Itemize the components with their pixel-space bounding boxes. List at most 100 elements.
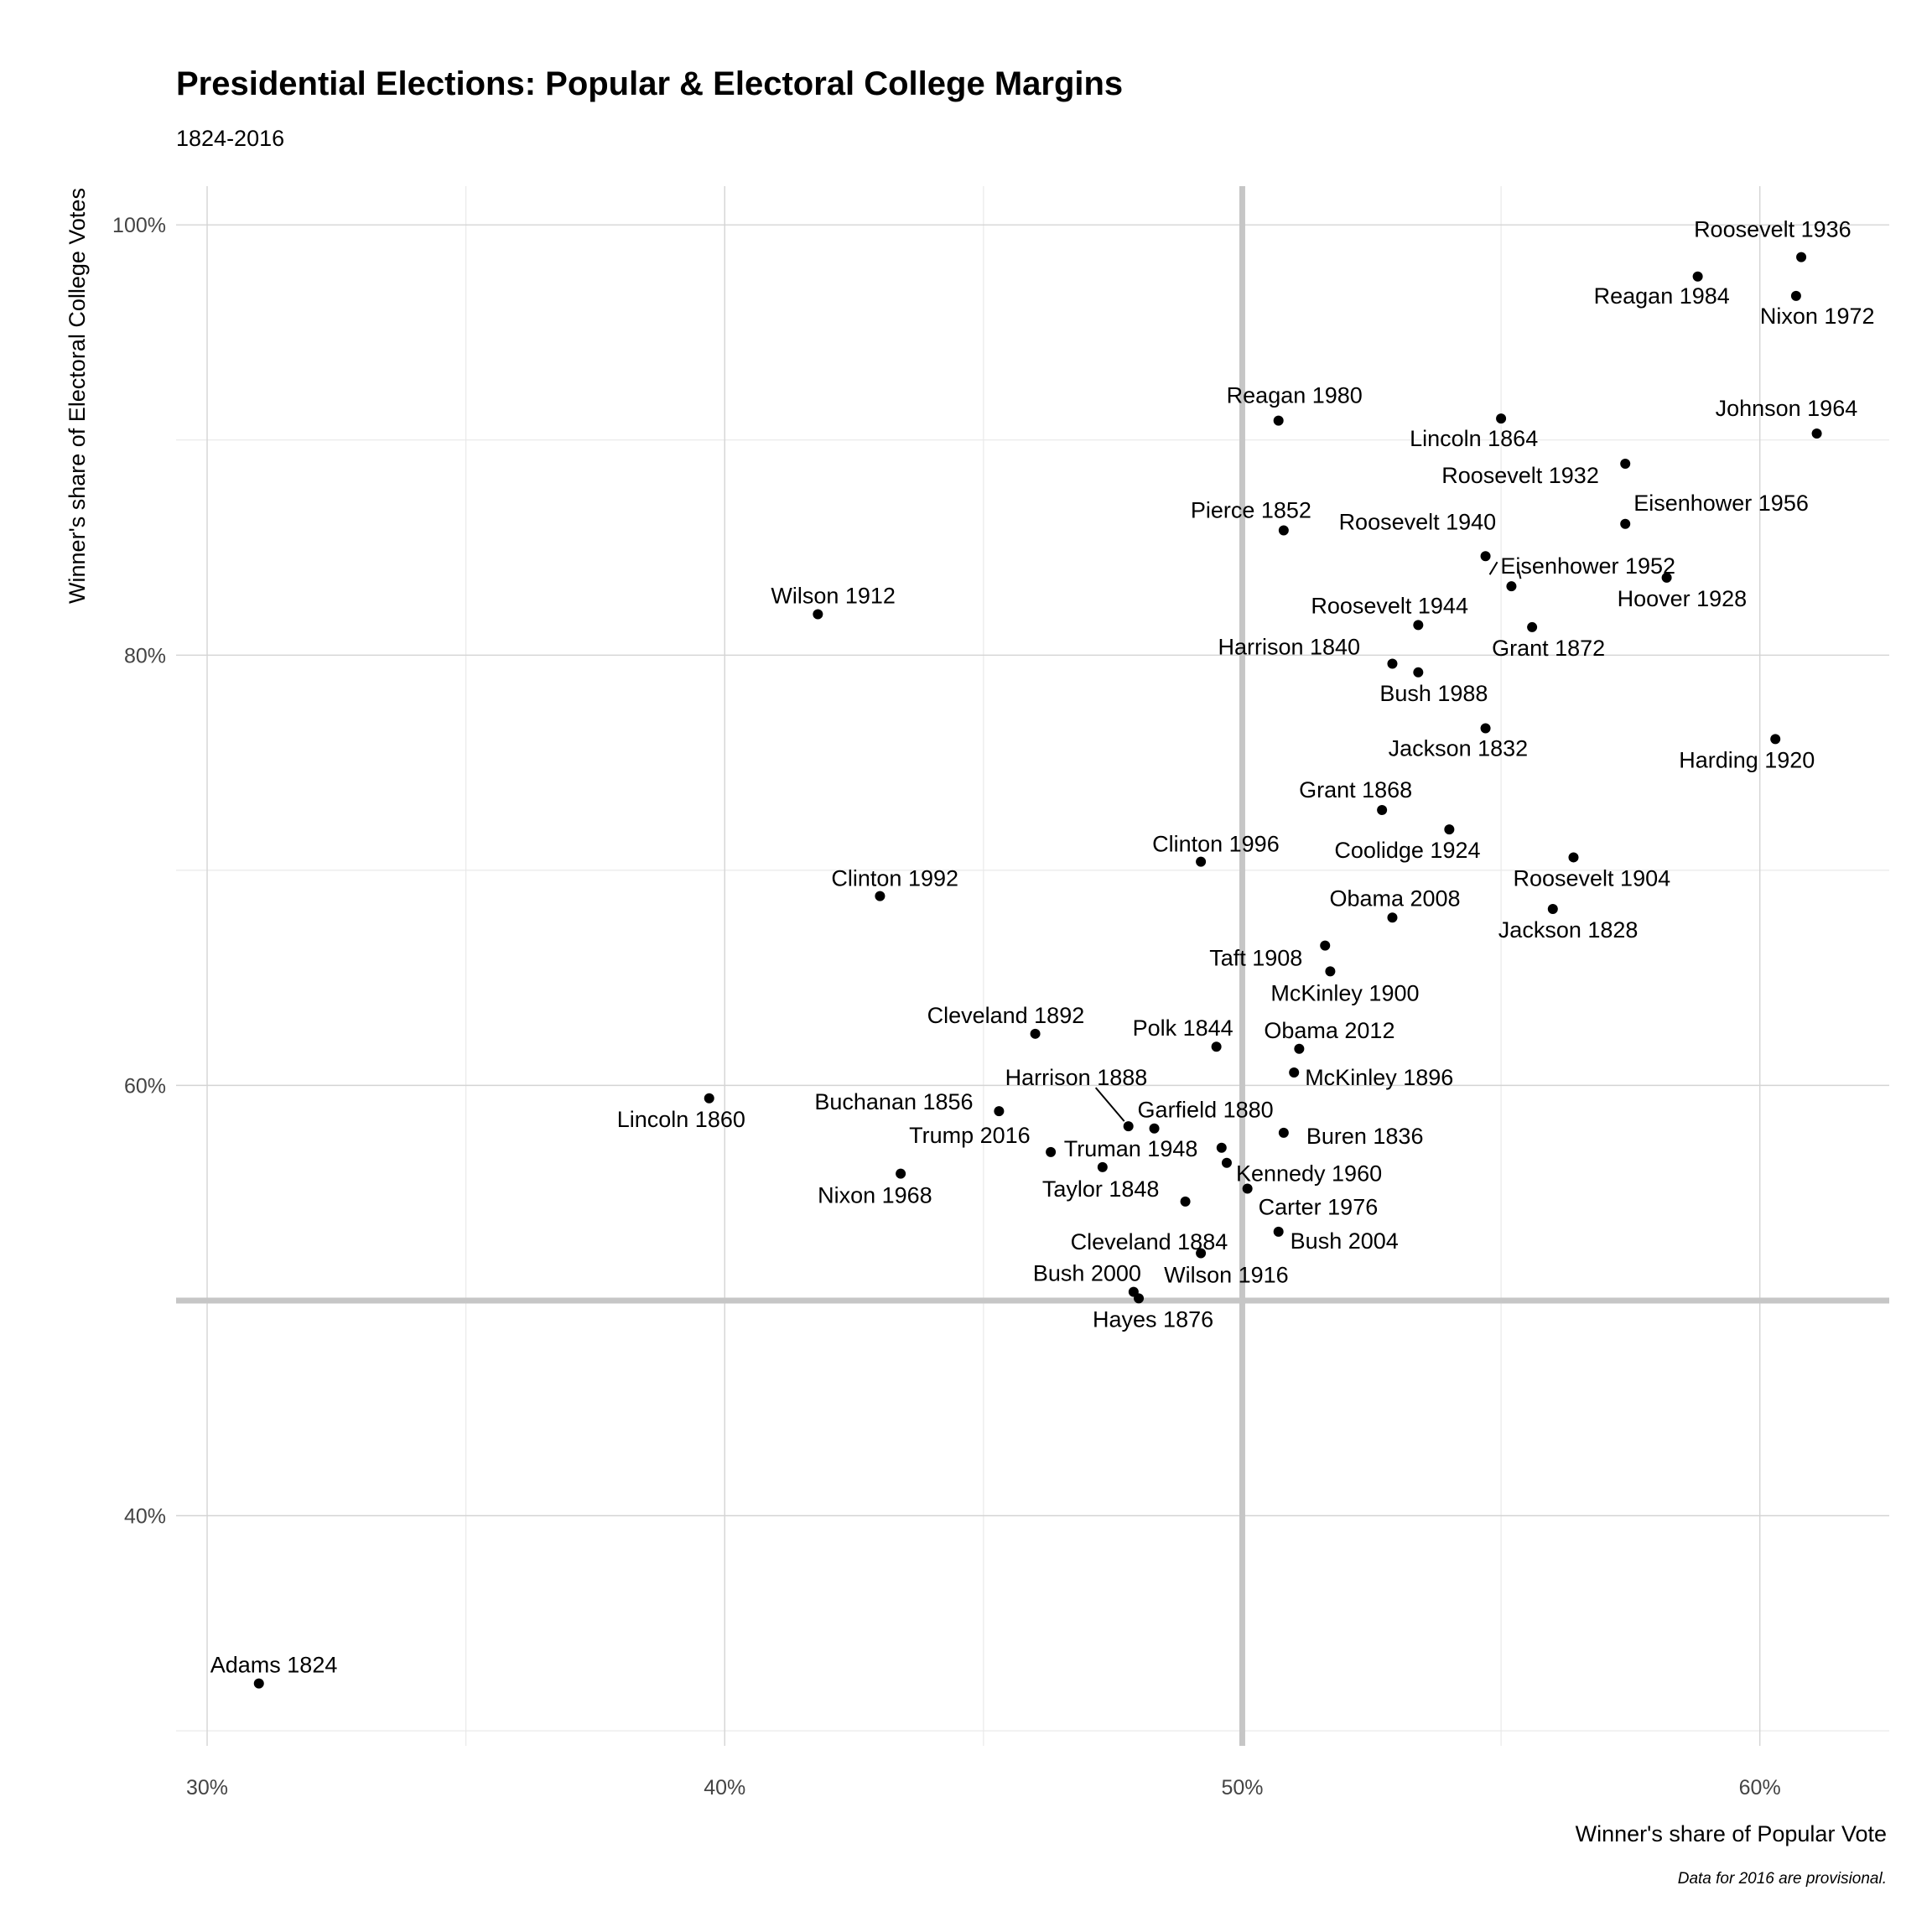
point-label-roosevelt-1936: Roosevelt 1936 — [1694, 217, 1852, 242]
point-trump-2016 — [1046, 1146, 1057, 1157]
point-label-harrison-1840: Harrison 1840 — [1218, 635, 1360, 660]
point-roosevelt-1940 — [1480, 551, 1491, 562]
chart-subtitle: 1824-2016 — [176, 126, 284, 151]
point-jackson-1832 — [1480, 723, 1491, 734]
point-johnson-1964 — [1811, 428, 1822, 439]
point-label-lincoln-1860: Lincoln 1860 — [617, 1107, 745, 1132]
point-harrison-1840 — [1387, 658, 1398, 669]
point-pierce-1852 — [1278, 525, 1289, 536]
point-label-harding-1920: Harding 1920 — [1679, 747, 1815, 772]
point-label-truman-1948: Truman 1948 — [1064, 1136, 1198, 1161]
point-label-pierce-1852: Pierce 1852 — [1191, 497, 1311, 522]
leader-line-roosevelt-1940 — [1488, 561, 1498, 575]
point-label-roosevelt-1944: Roosevelt 1944 — [1311, 593, 1468, 618]
y-tick-label: 60% — [124, 1074, 166, 1098]
leader-line-eisenhower-1952 — [1517, 568, 1522, 579]
point-label-mckinley-1896: McKinley 1896 — [1305, 1065, 1453, 1090]
x-axis-tick-labels: 30% 40% 50% 60% — [186, 1776, 1781, 1800]
chart-caption: Data for 2016 are provisional. — [1678, 1870, 1887, 1888]
point-label-jackson-1828: Jackson 1828 — [1498, 917, 1639, 943]
point-label-wilson-1916: Wilson 1916 — [1164, 1262, 1289, 1287]
y-tick-label: 100% — [112, 214, 166, 237]
point-lincoln-1864 — [1496, 413, 1507, 424]
point-roosevelt-1932 — [1620, 458, 1631, 469]
point-harding-1920 — [1770, 734, 1781, 745]
point-buchanan-1856 — [994, 1106, 1005, 1117]
point-clinton-1996 — [1196, 856, 1207, 867]
point-wilson-1912 — [813, 609, 823, 620]
point-harrison-1888 — [1123, 1121, 1134, 1132]
point-label-buren-1836: Buren 1836 — [1306, 1124, 1424, 1149]
point-label-bush-1988: Bush 1988 — [1379, 681, 1488, 706]
point-jackson-1828 — [1547, 904, 1558, 915]
x-tick-label: 50% — [1221, 1776, 1263, 1800]
y-tick-label: 40% — [124, 1504, 166, 1528]
point-garfield-1880 — [1149, 1123, 1160, 1134]
point-label-garfield-1880: Garfield 1880 — [1138, 1098, 1274, 1123]
point-label-mckinley-1900: McKinley 1900 — [1270, 980, 1419, 1005]
point-label-obama-2008: Obama 2008 — [1329, 886, 1460, 911]
point-label-buchanan-1856: Buchanan 1856 — [814, 1089, 973, 1114]
point-mckinley-1896 — [1289, 1067, 1300, 1078]
point-reagan-1984 — [1692, 271, 1703, 282]
point-cleveland-1884 — [1180, 1196, 1191, 1207]
minor-gridlines — [176, 186, 1889, 1746]
label-leader-lines — [1094, 561, 1522, 1122]
point-adams-1824 — [253, 1678, 264, 1689]
point-eisenhower-1956 — [1620, 518, 1631, 529]
point-label-hayes-1876: Hayes 1876 — [1093, 1306, 1213, 1332]
x-tick-label: 30% — [186, 1776, 228, 1800]
point-taft-1908 — [1320, 940, 1331, 951]
point-label-obama-2012: Obama 2012 — [1264, 1018, 1394, 1043]
point-label-eisenhower-1952: Eisenhower 1952 — [1500, 553, 1675, 579]
point-truman-1948 — [1216, 1142, 1227, 1153]
point-label-adams-1824: Adams 1824 — [210, 1653, 338, 1678]
point-label-grant-1872: Grant 1872 — [1492, 636, 1605, 661]
point-label-clinton-1996: Clinton 1996 — [1152, 832, 1280, 857]
point-label-roosevelt-1932: Roosevelt 1932 — [1441, 463, 1599, 488]
point-label-kennedy-1960: Kennedy 1960 — [1236, 1161, 1382, 1187]
point-reagan-1980 — [1273, 415, 1284, 426]
point-obama-2008 — [1387, 912, 1398, 923]
point-label-reagan-1980: Reagan 1980 — [1227, 383, 1363, 408]
point-label-carter-1976: Carter 1976 — [1259, 1195, 1379, 1220]
point-roosevelt-1936 — [1796, 252, 1807, 262]
point-roosevelt-1944 — [1413, 620, 1424, 631]
point-bush-2004 — [1273, 1226, 1284, 1237]
point-label-johnson-1964: Johnson 1964 — [1716, 396, 1858, 421]
point-buren-1836 — [1278, 1127, 1289, 1138]
point-clinton-1992 — [875, 891, 886, 901]
x-tick-label: 40% — [704, 1776, 745, 1800]
chart-title: Presidential Elections: Popular & Electo… — [176, 65, 1123, 102]
point-label-nixon-1968: Nixon 1968 — [818, 1183, 932, 1208]
point-label-cleveland-1884: Cleveland 1884 — [1071, 1229, 1228, 1254]
point-label-polk-1844: Polk 1844 — [1133, 1015, 1233, 1041]
point-polk-1844 — [1211, 1041, 1222, 1052]
point-grant-1868 — [1377, 805, 1388, 815]
point-label-coolidge-1924: Coolidge 1924 — [1334, 838, 1480, 863]
point-hoover-1928 — [1661, 572, 1672, 583]
point-label-taylor-1848: Taylor 1848 — [1042, 1176, 1160, 1202]
point-label-bush-2004: Bush 2004 — [1291, 1228, 1399, 1254]
point-label-cleveland-1892: Cleveland 1892 — [927, 1003, 1085, 1028]
data-points — [253, 252, 1822, 1689]
major-gridlines — [176, 186, 1889, 1746]
point-taylor-1848 — [1097, 1161, 1108, 1172]
point-label-jackson-1832: Jackson 1832 — [1389, 736, 1529, 761]
point-cleveland-1892 — [1030, 1028, 1041, 1039]
x-axis-title: Winner's share of Popular Vote — [1576, 1821, 1887, 1846]
point-carter-1976 — [1242, 1183, 1253, 1194]
y-axis-tick-labels: 40% 60% 80% 100% — [112, 214, 166, 1528]
point-label-eisenhower-1956: Eisenhower 1956 — [1633, 491, 1809, 516]
leader-line-harrison-1888 — [1094, 1087, 1125, 1122]
point-obama-2012 — [1294, 1043, 1305, 1054]
point-label-hoover-1928: Hoover 1928 — [1618, 586, 1748, 611]
point-roosevelt-1904 — [1568, 852, 1579, 863]
point-label-reagan-1984: Reagan 1984 — [1594, 283, 1730, 309]
y-tick-label: 80% — [124, 644, 166, 667]
point-label-roosevelt-1940: Roosevelt 1940 — [1339, 509, 1497, 534]
point-grant-1872 — [1527, 621, 1538, 632]
point-mckinley-1900 — [1325, 966, 1336, 977]
point-label-lincoln-1864: Lincoln 1864 — [1410, 426, 1538, 451]
